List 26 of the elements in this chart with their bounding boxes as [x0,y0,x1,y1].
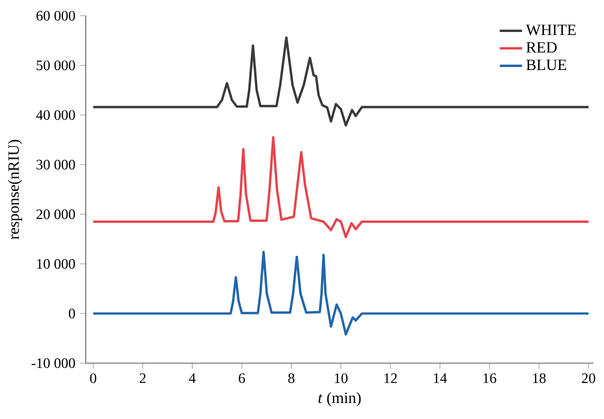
x-tick-label: 12 [384,373,397,383]
x-tick-label: 16 [484,373,496,384]
x-tick-label: 20 [582,373,596,384]
legend-label: WHITE [526,24,576,36]
legend-label: BLUE [526,60,566,70]
x-tick-label: 4 [188,373,196,383]
y-tick-label: 50 000 [36,60,75,70]
x-tick-label: 10 [334,373,348,384]
y-tick-label: -10 000 [32,358,75,368]
x-tick-label: 6 [238,373,245,384]
y-tick-label: 40 000 [36,110,75,120]
x-tick-label: 2 [140,373,146,383]
line-series [92,36,590,127]
x-tick-label: 0 [90,373,96,384]
x-tick-label: 18 [533,373,546,384]
y-tick-label: 0 [68,308,75,318]
x-tick-label: 8 [288,373,294,384]
y-tick-label: 20 000 [36,209,75,220]
x-axis-title: t (min) [318,392,361,406]
x-tick-label: 14 [434,373,447,383]
y-axis-title: response(nRIU) [8,140,22,240]
y-tick-label: 10 000 [37,258,75,269]
y-tick-label: 60 000 [36,10,75,21]
legend-label: RED [526,42,557,52]
line-series [92,250,590,336]
y-tick-label: 30 000 [36,160,75,170]
